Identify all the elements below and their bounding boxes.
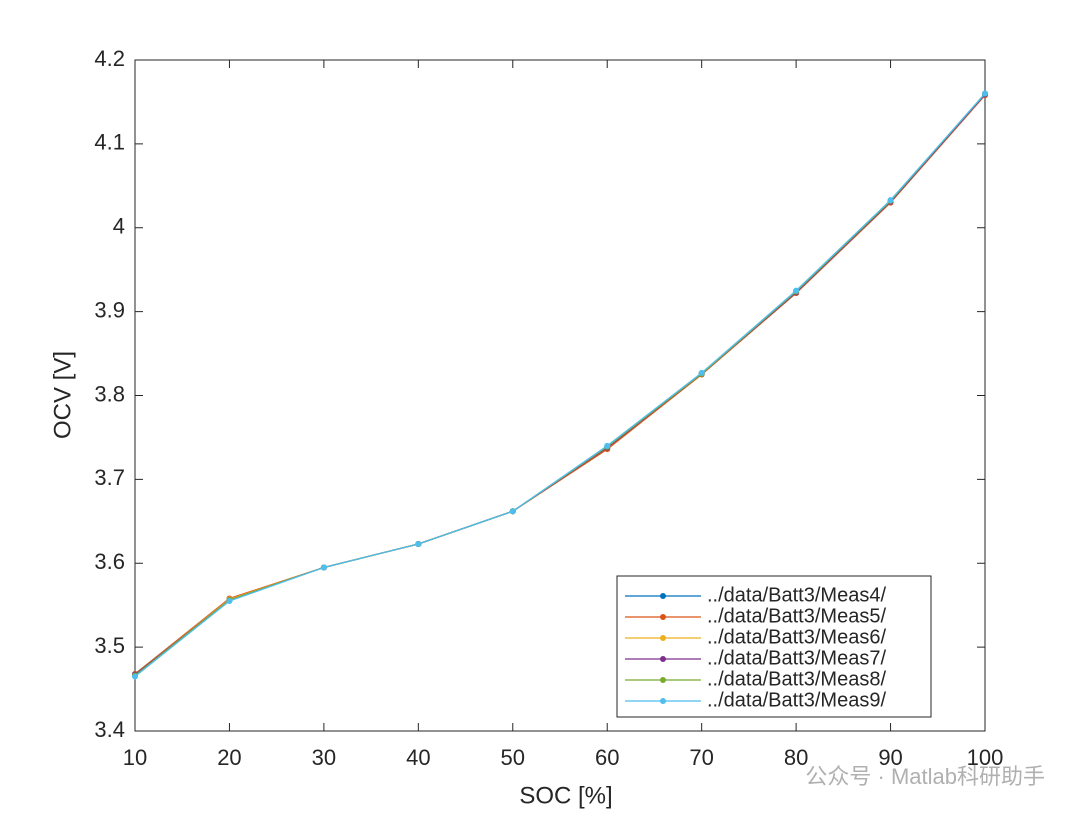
y-tick-label: 4.2: [94, 46, 125, 71]
legend-label: ../data/Batt3/Meas4/: [707, 584, 886, 606]
x-tick-label: 10: [123, 745, 147, 770]
legend-marker: [660, 593, 666, 599]
y-tick-label: 3.9: [94, 297, 125, 322]
data-point: [982, 90, 988, 97]
x-tick-label: 40: [406, 745, 430, 770]
y-tick-label: 3.7: [94, 465, 125, 490]
watermark: 公众号 · Matlab科研助手: [805, 764, 1045, 789]
data-point: [415, 540, 422, 547]
y-tick-label: 3.5: [94, 633, 125, 658]
x-tick-label: 60: [595, 745, 619, 770]
y-tick-label: 3.8: [94, 381, 125, 406]
data-point: [226, 597, 233, 604]
legend-label: ../data/Batt3/Meas8/: [707, 668, 886, 690]
legend-marker: [660, 698, 666, 704]
legend-label: ../data/Batt3/Meas5/: [707, 605, 886, 627]
y-tick-label: 3.6: [94, 549, 125, 574]
legend-label: ../data/Batt3/Meas9/: [707, 689, 886, 711]
legend-label: ../data/Batt3/Meas6/: [707, 626, 886, 648]
series-line: [134, 93, 986, 677]
x-tick-label: 20: [217, 745, 241, 770]
data-point: [509, 508, 516, 515]
x-tick-label: 70: [689, 745, 713, 770]
data-point: [698, 369, 705, 376]
x-tick-label: 100: [967, 745, 1004, 770]
legend-box: [616, 575, 932, 718]
data-point: [604, 442, 611, 449]
data-point: [793, 287, 800, 294]
x-tick-label: 30: [312, 745, 336, 770]
y-tick-label: 3.4: [94, 717, 125, 742]
legend-marker: [660, 635, 666, 641]
data-point: [320, 564, 327, 571]
y-axis-label: OCV [V]: [49, 351, 76, 439]
data-point: [887, 197, 894, 204]
legend-marker: [660, 614, 666, 620]
legend-label: ../data/Batt3/Meas7/: [707, 647, 886, 669]
data-point: [132, 673, 138, 680]
x-axis-label: SOC [%]: [519, 782, 612, 809]
legend-marker: [660, 656, 666, 662]
x-tick-label: 90: [878, 745, 902, 770]
legend-marker: [660, 677, 666, 683]
x-tick-label: 80: [784, 745, 808, 770]
x-tick-label: 50: [501, 745, 525, 770]
y-tick-label: 4.1: [94, 130, 125, 155]
y-tick-label: 4: [113, 214, 125, 239]
